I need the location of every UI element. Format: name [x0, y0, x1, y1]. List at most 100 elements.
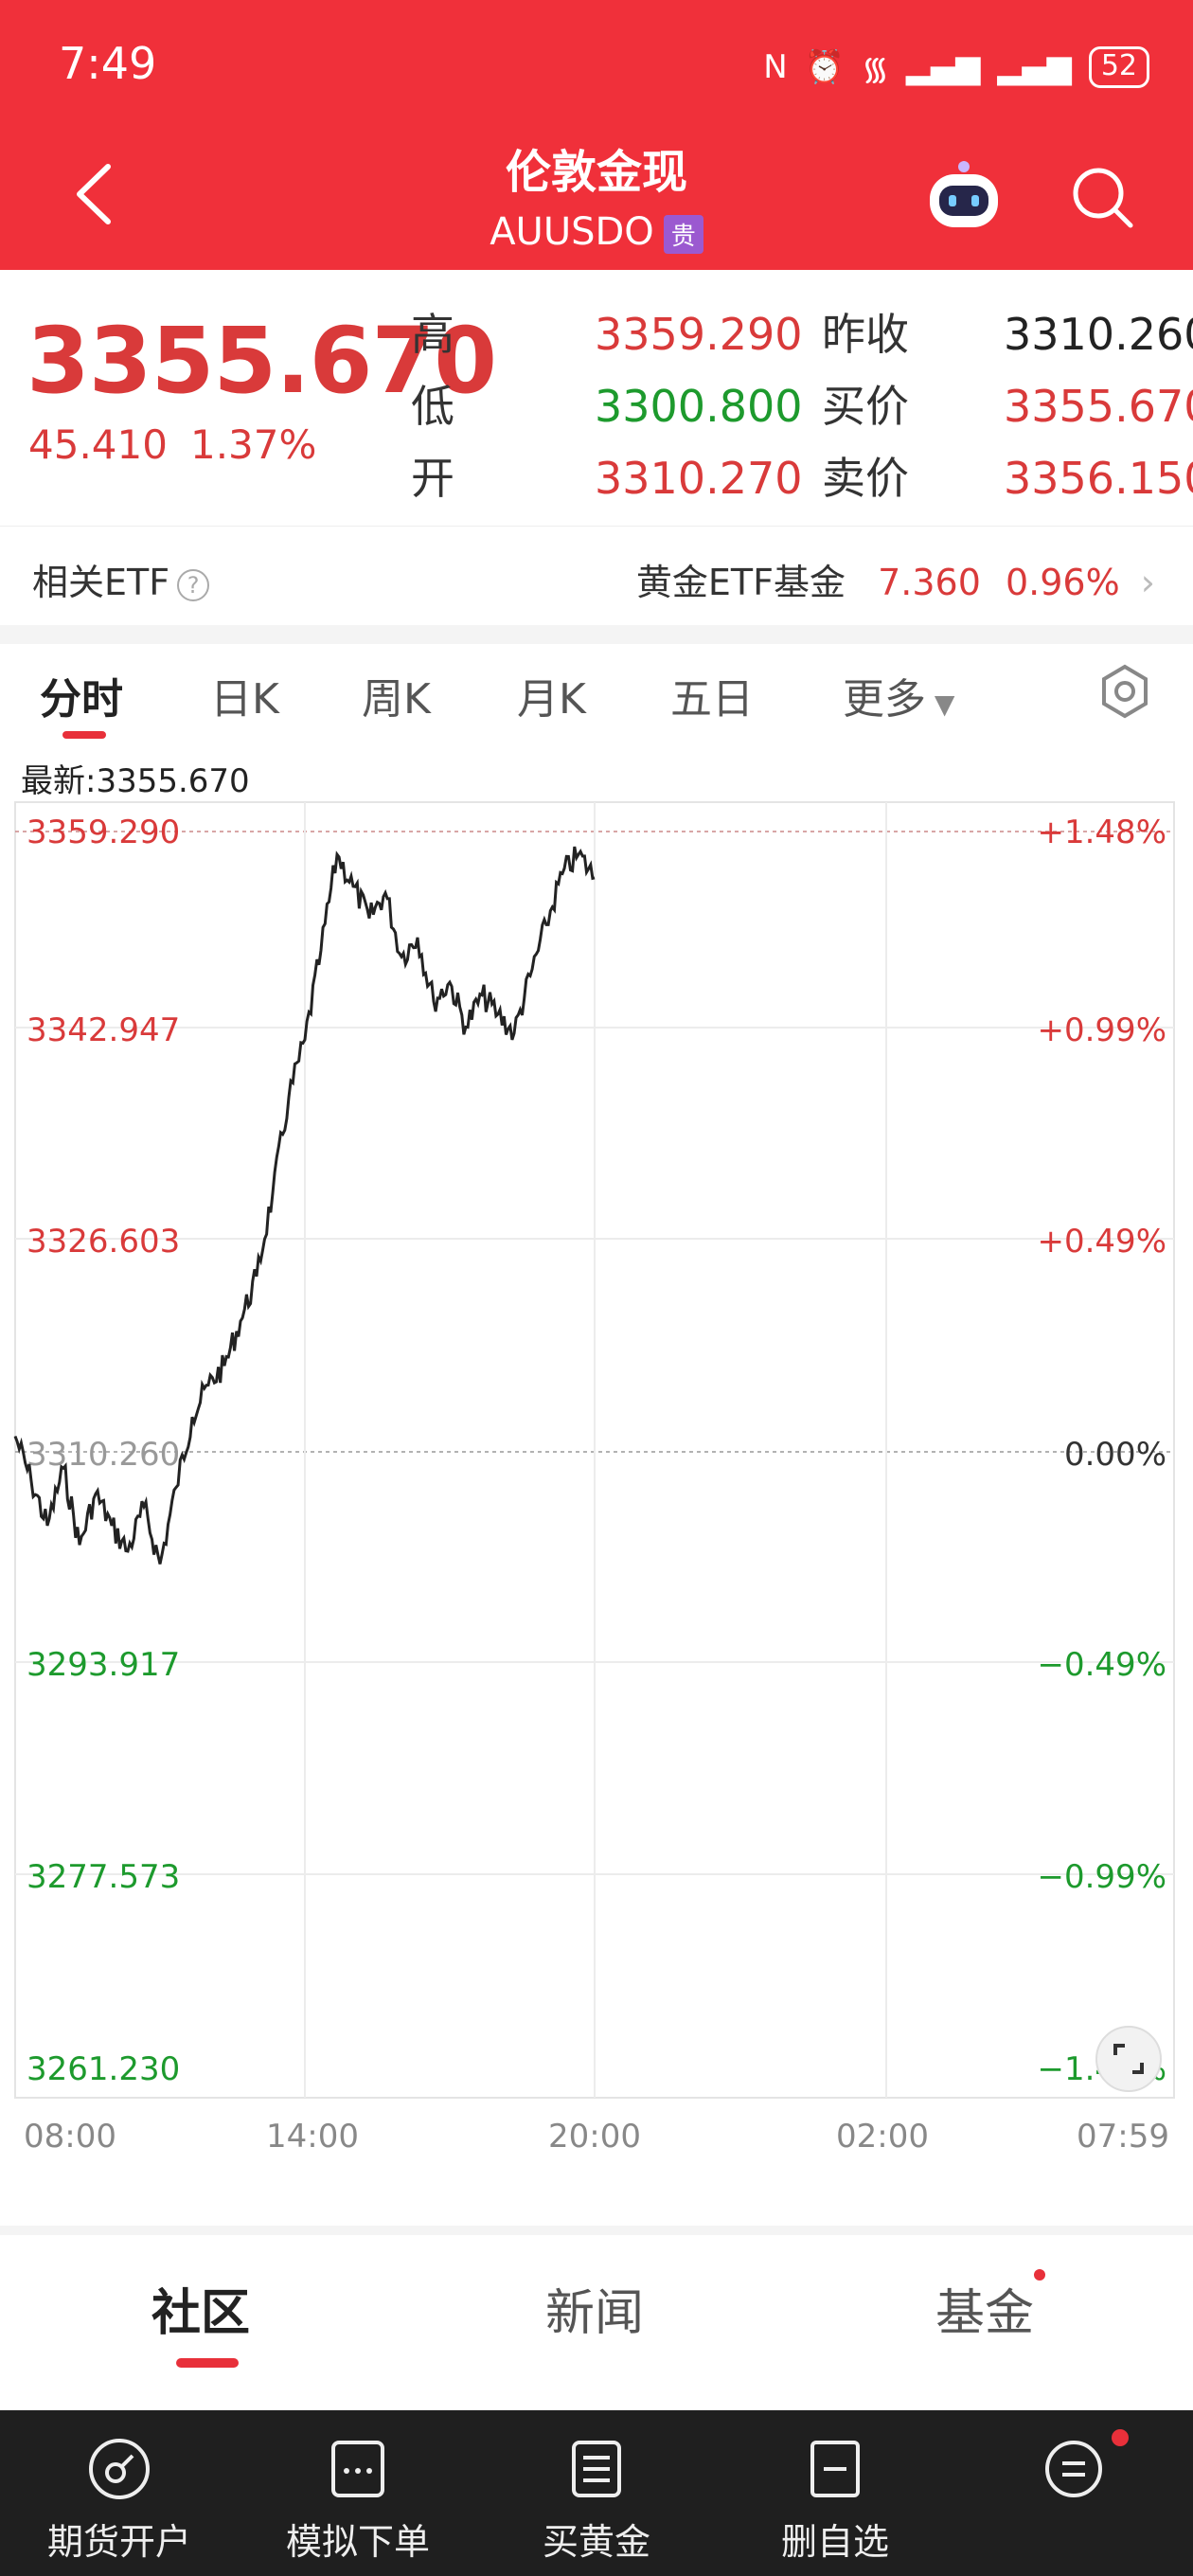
content-tab-indicator — [176, 2358, 239, 2368]
nav-simulated-order-label: 模拟下单 — [285, 2521, 430, 2563]
tab-fund[interactable]: 基金 — [935, 2285, 1035, 2342]
current-price: 3355.670 — [27, 308, 497, 414]
buy-gold-icon — [572, 2441, 621, 2497]
fund-notification-dot — [1034, 2269, 1045, 2281]
y-tick-label: 3277.573 — [27, 1858, 180, 1896]
open-value: 3310.270 — [595, 453, 803, 504]
etf-name: 黄金ETF基金 — [635, 562, 846, 603]
y-percent-label: −0.99% — [1038, 1858, 1167, 1896]
quote-labels-right: 昨收 买价 卖价 — [822, 298, 909, 514]
nav-buy-gold-label: 买黄金 — [542, 2521, 650, 2563]
change-amount: 45.410 — [28, 421, 168, 468]
section-divider — [0, 625, 1193, 644]
period-tabs: 分时 日K 周K 月K 五日 更多 ▼ — [0, 644, 1193, 743]
nav-simulated-order[interactable]: 模拟下单 — [239, 2410, 477, 2576]
nav-futures-account-label: 期货开户 — [46, 2521, 191, 2563]
simulated-order-icon — [331, 2441, 384, 2497]
related-etf-row[interactable]: 相关ETF? 黄金ETF基金 7.360 0.96% › — [0, 526, 1193, 625]
tab-active-indicator — [62, 731, 106, 739]
signal-icon: ▂▄▆ — [905, 48, 981, 86]
status-time: 7:49 — [59, 38, 157, 89]
triangle-down-icon: ▼ — [926, 689, 955, 720]
y-percent-label: +0.99% — [1038, 1011, 1167, 1049]
chevron-right-icon: › — [1140, 562, 1155, 603]
etf-price: 7.360 — [878, 562, 981, 603]
chart-canvas[interactable]: 3359.290 +1.48% 3342.947 +0.99% 3326.603 +0.4… — [0, 743, 1193, 2164]
nav-remove-watchlist-label: 删自选 — [780, 2521, 889, 2563]
latest-price-label: 最新:3355.670 — [21, 762, 250, 800]
signal-icon-2: ▂▄▆ — [997, 48, 1072, 86]
etf-summary: 黄金ETF基金 7.360 0.96% › — [636, 553, 1155, 605]
remove-watchlist-icon — [810, 2441, 860, 2497]
tab-weekly-k[interactable]: 周K — [362, 675, 431, 724]
x-tick-label: 07:59 — [1077, 2118, 1169, 2156]
y-tick-label: 3261.230 — [27, 2050, 180, 2088]
tab-community[interactable]: 社区 — [151, 2285, 251, 2342]
related-etf-label: 相关ETF? — [32, 553, 210, 605]
header: 7:49 N ⏰ ᯾ ▂▄▆ ▂▄▆ 52 伦敦金现 AUUSDO 贵 — [0, 0, 1193, 270]
futures-account-icon — [89, 2439, 150, 2499]
wifi-icon: ᯾ — [861, 50, 889, 88]
tab-monthly-k[interactable]: 月K — [517, 675, 586, 724]
tab-more-label: 更多 — [843, 675, 926, 724]
y-tick-label: 3293.917 — [27, 1646, 180, 1684]
price-change: 45.410 1.37% — [28, 421, 339, 468]
menu-notification-dot — [1112, 2429, 1129, 2446]
y-tick-label: 3310.260 — [27, 1436, 180, 1474]
precious-badge: 贵 — [663, 214, 703, 254]
etf-percent: 0.96% — [1005, 562, 1120, 603]
y-tick-label: 3359.290 — [27, 814, 180, 851]
nav-menu[interactable] — [954, 2410, 1193, 2576]
low-value: 3300.800 — [595, 381, 803, 432]
x-tick-label: 14:00 — [266, 2118, 359, 2156]
price-line — [13, 846, 596, 1565]
tab-news[interactable]: 新闻 — [545, 2285, 645, 2342]
tab-intraday[interactable]: 分时 — [40, 675, 123, 724]
nav-futures-account[interactable]: 期货开户 — [0, 2410, 239, 2576]
page-title: 伦敦金现 — [505, 146, 687, 199]
high-label: 高 — [411, 309, 454, 360]
tab-five-day[interactable]: 五日 — [670, 675, 754, 724]
content-tabs: 社区 新闻 基金 — [0, 2226, 1193, 2368]
status-bar: 7:49 N ⏰ ᯾ ▂▄▆ ▂▄▆ 52 — [0, 0, 1193, 137]
ask-label: 卖价 — [822, 453, 909, 504]
quote-values-left: 3359.290 3300.800 3310.270 — [595, 298, 803, 514]
low-label: 低 — [411, 381, 454, 432]
x-tick-label: 20:00 — [548, 2118, 641, 2156]
tab-daily-k[interactable]: 日K — [210, 675, 279, 724]
intraday-chart[interactable]: 最新:3355.670 3359.290 +1.48% 3342.947 +0.99%… — [0, 743, 1193, 2164]
menu-icon — [1045, 2441, 1102, 2497]
related-etf-text: 相关ETF — [32, 562, 170, 603]
prev-close-label: 昨收 — [822, 309, 909, 360]
quote-labels-left: 高 低 开 — [411, 298, 454, 514]
settings-icon[interactable] — [1095, 661, 1155, 722]
back-icon[interactable] — [66, 161, 123, 227]
status-icons: N ⏰ ᯾ ▂▄▆ ▂▄▆ 52 — [763, 45, 1149, 89]
nav-buy-gold[interactable]: 买黄金 — [477, 2410, 716, 2576]
bid-value: 3355.670 — [1004, 381, 1193, 432]
bottom-navbar: 期货开户 模拟下单 买黄金 删自选 — [0, 2410, 1193, 2576]
nav-remove-watchlist[interactable]: 删自选 — [716, 2410, 954, 2576]
alarm-icon: ⏰ — [804, 48, 845, 86]
quote-panel: 3355.670 45.410 1.37% 高 低 开 3359.290 3300… — [0, 270, 1193, 526]
prev-close-value: 3310.260 — [1004, 309, 1193, 360]
y-tick-label: 3342.947 — [27, 1011, 180, 1049]
ask-value: 3356.150 — [1004, 453, 1193, 504]
search-icon[interactable] — [1068, 163, 1136, 231]
quote-values-right: 3310.260 3355.670 3356.150 — [1004, 298, 1193, 514]
symbol-code: AUUSDO 贵 — [0, 210, 1193, 254]
symbol-code-text: AUUSDO — [490, 210, 654, 254]
open-label: 开 — [411, 453, 454, 504]
x-tick-label: 02:00 — [836, 2118, 929, 2156]
y-tick-label: 3326.603 — [27, 1223, 180, 1261]
high-value: 3359.290 — [595, 309, 803, 360]
expand-icon[interactable] — [1095, 2026, 1162, 2092]
battery-icon: 52 — [1088, 46, 1149, 88]
y-percent-label: 0.00% — [1064, 1436, 1166, 1474]
y-percent-label: +0.49% — [1038, 1223, 1167, 1261]
robot-assistant-icon[interactable] — [917, 159, 1011, 235]
help-icon[interactable]: ? — [177, 568, 210, 601]
y-percent-label: −0.49% — [1038, 1646, 1167, 1684]
nfc-icon: N — [763, 48, 788, 86]
tab-more[interactable]: 更多 ▼ — [843, 665, 954, 725]
